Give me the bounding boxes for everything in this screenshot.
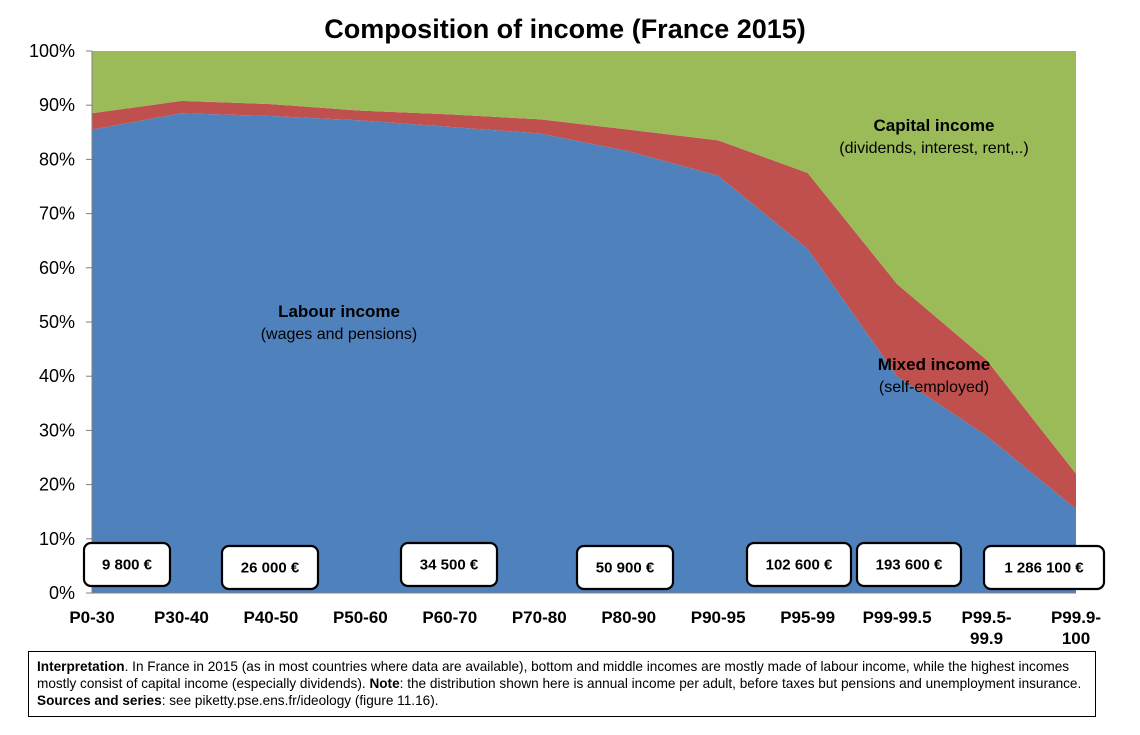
income-composition-chart: Composition of income (France 2015) 0% 10… [29,14,1106,648]
average-income-label: 1 286 100 € [1004,560,1084,577]
x-tick-label: P0-30 [69,608,114,627]
annotation-capital-income-subtitle: (dividends, interest, rent,..) [839,140,1028,157]
y-tick-label: 50% [39,312,75,332]
average-income-box: 26 000 € [220,544,320,591]
average-income-label: 9 800 € [102,557,153,574]
x-tick-label: P99-99.5 [863,608,932,627]
average-income-label: 193 600 € [876,557,943,574]
chart-title: Composition of income (France 2015) [324,14,806,44]
note-label: Note [369,676,400,691]
y-tick-label: 100% [29,41,75,61]
chart-areas [92,51,1076,594]
series-annotations: Labour income (wages and pensions) Mixed i… [261,116,1029,396]
sources-text: : see piketty.pse.ens.fr/ideology (figur… [161,693,439,708]
average-income-label: 26 000 € [241,560,300,577]
x-axis: P0-30 P30-40 P40-50 P50-60 P60-70 P70-80 P80-9… [69,592,1101,648]
annotation-mixed-income-title: Mixed income [878,355,990,374]
x-tick-label: P90-95 [691,608,746,627]
x-tick-label: P99.5-99.9 [961,608,1011,648]
annotation-mixed-income-subtitle: (self-employed) [879,379,989,396]
y-tick-label: 40% [39,366,75,386]
average-income-box: 1 286 100 € [982,544,1106,591]
y-tick-label: 60% [39,258,75,278]
note-text: : the distribution shown here is annual … [399,676,1082,691]
x-tick-label: P70-80 [512,608,567,627]
interpretation-note: Interpretation. In France in 2015 (as in… [28,651,1096,717]
y-tick-label: 10% [39,529,75,549]
interpretation-label: Interpretation [37,659,125,674]
average-income-box: 34 500 € [399,541,499,588]
y-tick-label: 20% [39,475,75,495]
average-income-label: 34 500 € [420,557,479,574]
x-tick-label: P99.9-100 [1051,608,1101,648]
average-income-label: 50 900 € [596,560,655,577]
x-tick-label: P30-40 [154,608,209,627]
y-tick-label: 30% [39,420,75,440]
annotation-labour-income-subtitle: (wages and pensions) [261,326,418,343]
average-income-label: 102 600 € [766,557,833,574]
y-tick-label: 80% [39,149,75,169]
x-tick-label: P60-70 [422,608,477,627]
average-income-box: 193 600 € [855,541,963,588]
area-capital-income [92,51,1076,474]
x-tick-label: P95-99 [780,608,835,627]
y-tick-label: 90% [39,95,75,115]
y-axis: 0% 10% 20% 30% 40% 50% 60% 70% 80% 90% 100% [29,41,93,603]
x-tick-label: P80-90 [601,608,656,627]
average-income-box: 102 600 € [745,541,853,588]
area-labour-income [92,113,1076,594]
x-tick-label: P40-50 [243,608,298,627]
average-income-box: 9 800 € [82,541,172,588]
annotation-capital-income-title: Capital income [874,116,995,135]
y-tick-label: 70% [39,204,75,224]
area-mixed-income [92,100,1076,510]
y-tick-label: 0% [49,583,75,603]
average-income-boxes: 9 800 € 26 000 € 34 500 € 50 900 € 102 600 €… [82,541,1106,591]
annotation-labour-income-title: Labour income [278,302,400,321]
interpretation-text: . In France in 2015 (as in most countrie… [37,659,1070,691]
x-tick-label: P50-60 [333,608,388,627]
sources-label: Sources and series [37,693,162,708]
average-income-box: 50 900 € [575,544,675,591]
